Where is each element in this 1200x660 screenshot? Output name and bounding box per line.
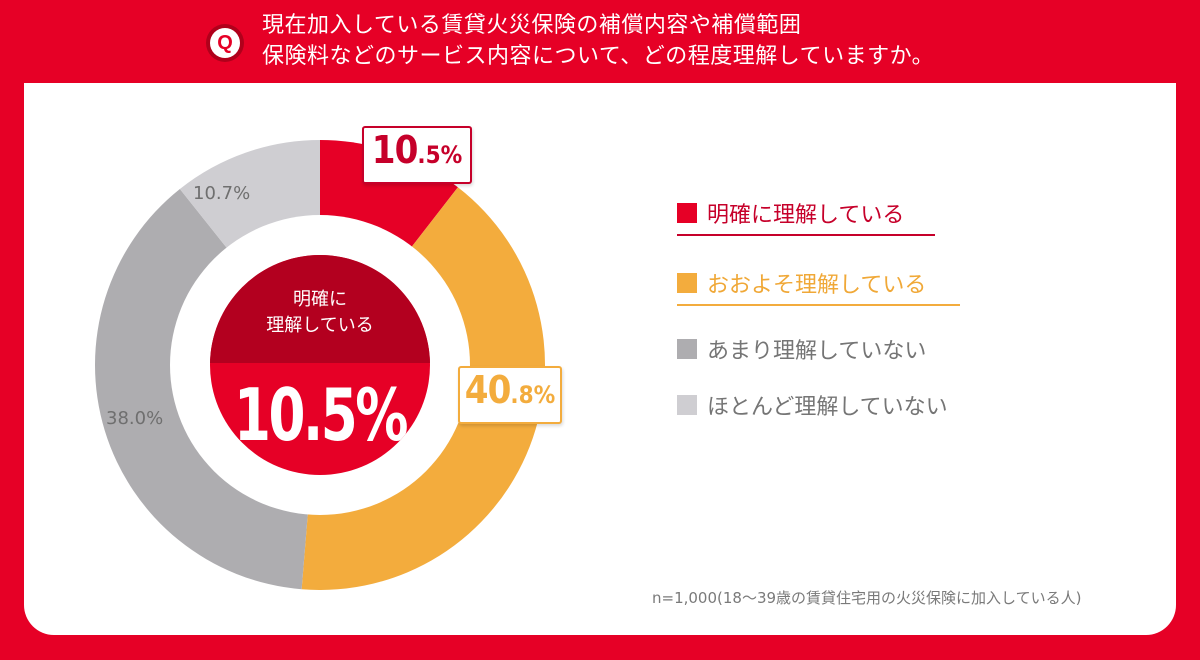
question-line-2: 保険料などのサービス内容について、どの程度理解していますか。: [262, 44, 935, 69]
segment-label-hardly: 10.7%: [193, 183, 251, 204]
legend: 明確に理解している おおよそ理解している あまり理解していない ほとんど理解して…: [677, 196, 960, 420]
q-badge-icon: Q: [206, 24, 244, 62]
center-band: [210, 255, 430, 363]
question-header: Q 現在加入している賃貸火災保険の補償内容や補償範囲 保険料などのサービス内容に…: [0, 0, 1200, 83]
legend-swatch-icon: [677, 395, 697, 415]
legend-swatch-icon: [677, 339, 697, 359]
legend-item-roughly: おおよそ理解している: [677, 266, 960, 306]
center-value: 10.5%: [234, 373, 408, 457]
center-highlight: 明確に 理解している 10.5%: [210, 255, 430, 475]
callout-clearly-understand: 10.5%: [362, 126, 472, 184]
segment-label-mostly-not: 38.0%: [106, 408, 164, 429]
center-title: 明確に 理解している: [266, 289, 374, 336]
question-text: 現在加入している賃貸火災保険の補償内容や補償範囲 保険料などのサービス内容につい…: [262, 10, 934, 72]
sample-note: n=1,000(18～39歳の賃貸住宅用の火災保険に加入している人): [652, 589, 1082, 607]
callout-roughly-understand: 40.8%: [458, 366, 562, 424]
legend-swatch-icon: [677, 273, 697, 293]
legend-swatch-icon: [677, 203, 697, 223]
legend-item-clearly: 明確に理解している: [677, 196, 935, 236]
question-line-1: 現在加入している賃貸火災保険の補償内容や補償範囲: [262, 13, 802, 38]
legend-item-not-much: あまり理解していない: [677, 331, 960, 367]
legend-item-hardly: ほとんど理解していない: [677, 387, 960, 423]
